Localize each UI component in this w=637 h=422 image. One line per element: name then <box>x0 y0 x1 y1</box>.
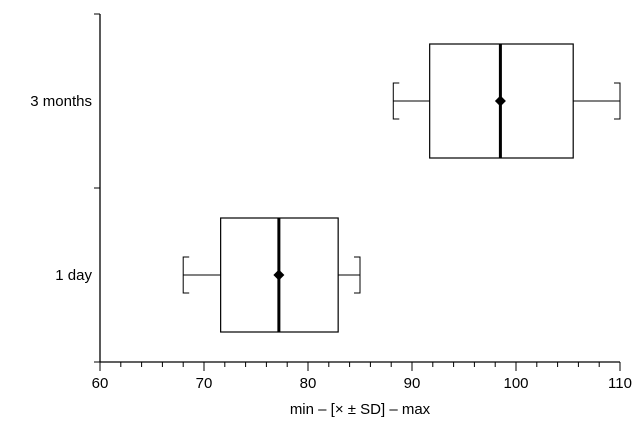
mean-marker <box>273 269 285 281</box>
min-cap <box>182 256 190 294</box>
x-tick-label: 60 <box>92 375 109 392</box>
x-axis-ticks: 60 70 80 90 100 110 <box>92 362 632 392</box>
max-cap <box>614 82 621 120</box>
box-3-months <box>392 43 621 159</box>
box-series <box>182 43 621 333</box>
max-cap <box>354 256 361 294</box>
box-1-day <box>182 217 361 333</box>
x-axis-title: min – [× ± SD] – max <box>290 401 431 418</box>
mean-marker <box>494 95 506 107</box>
x-tick-label: 90 <box>404 375 421 392</box>
x-tick-label: 80 <box>300 375 317 392</box>
y-axis-category-labels: 3 months 1 day <box>30 13 100 363</box>
x-tick-label: 70 <box>196 375 213 392</box>
y-category-label: 3 months <box>30 93 92 110</box>
min-cap <box>392 82 400 120</box>
x-tick-label: 100 <box>503 375 528 392</box>
x-tick-label: 110 <box>608 375 632 392</box>
axes <box>99 14 620 363</box>
y-category-label: 1 day <box>55 267 92 284</box>
